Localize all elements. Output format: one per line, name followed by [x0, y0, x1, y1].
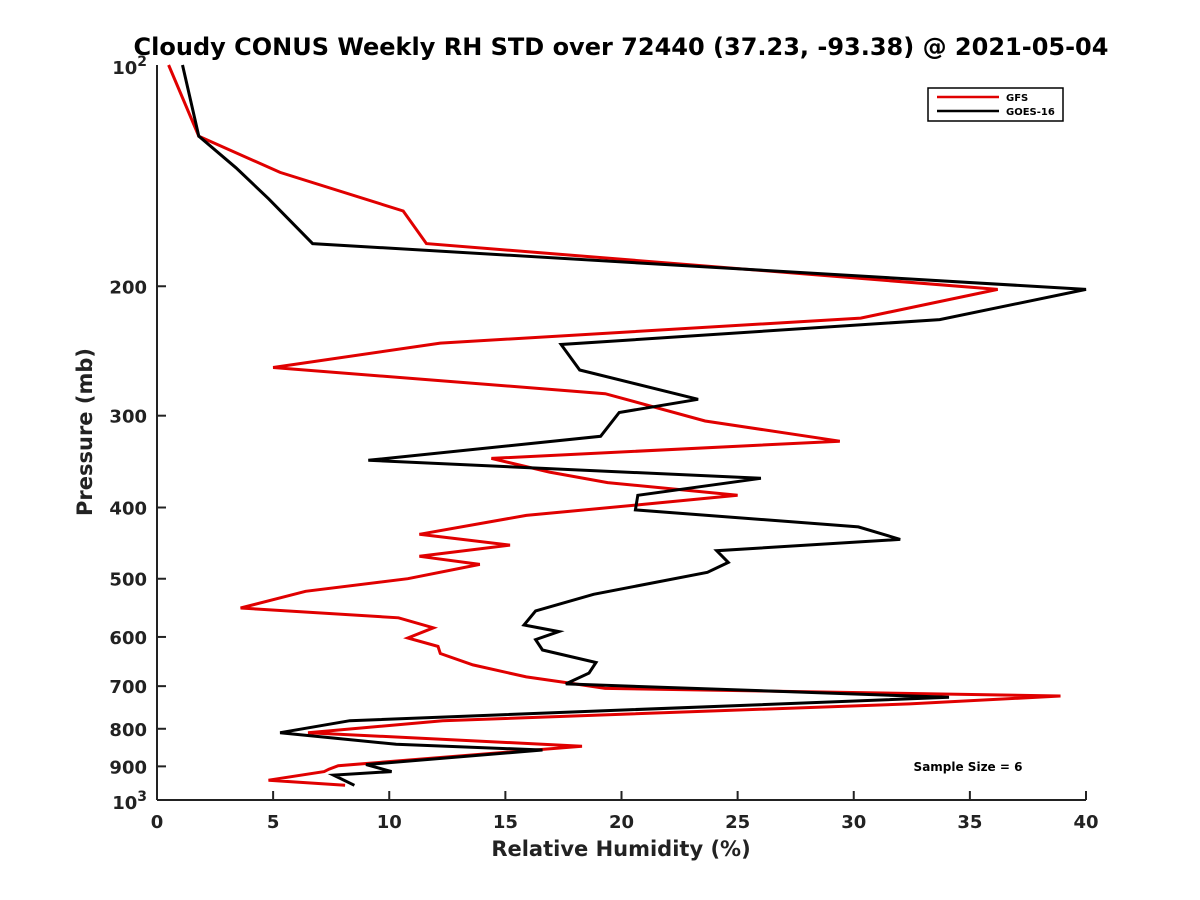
y-tick-label: 300 [109, 407, 147, 428]
x-axis-label: Relative Humidity (%) [491, 837, 750, 861]
y-axis-label: Pressure (mb) [73, 348, 97, 516]
legend-label-goes16: GOES-16 [1006, 107, 1055, 118]
axes: 0 5 10 15 20 25 30 35 40 200 300 400 500 600 700 800 900… [109, 54, 1098, 833]
x-tick-label: 20 [609, 812, 634, 833]
x-tick-label: 15 [493, 812, 518, 833]
sample-size-annotation: Sample Size = 6 [914, 760, 1023, 774]
x-tick-label: 35 [957, 812, 982, 833]
series-line-gfs [167, 64, 1061, 787]
x-tick-label: 10 [377, 812, 402, 833]
series-layer [167, 64, 1087, 787]
x-tick-label: 30 [841, 812, 866, 833]
y-tick-label: 900 [109, 757, 147, 778]
y-tick-label: 800 [109, 720, 147, 741]
y-tick-label: 600 [109, 628, 147, 649]
y-tick-label: 700 [109, 677, 147, 698]
chart-title: Cloudy CONUS Weekly RH STD over 72440 (3… [134, 33, 1109, 61]
x-tick-label: 0 [151, 812, 164, 833]
legend: GFS GOES-16 [927, 87, 1064, 122]
series-line-goes16 [181, 64, 1087, 787]
y-tick-label: 500 [109, 570, 147, 591]
y-tick-label-top: 102 [112, 54, 147, 79]
legend-box [927, 87, 1064, 122]
x-tick-label: 40 [1073, 812, 1098, 833]
y-tick-label-bottom: 103 [112, 789, 147, 814]
y-tick-label: 400 [109, 499, 147, 520]
y-tick-label: 200 [109, 277, 147, 298]
x-tick-label: 5 [267, 812, 280, 833]
x-tick-label: 25 [725, 812, 750, 833]
legend-label-gfs: GFS [1006, 93, 1028, 104]
